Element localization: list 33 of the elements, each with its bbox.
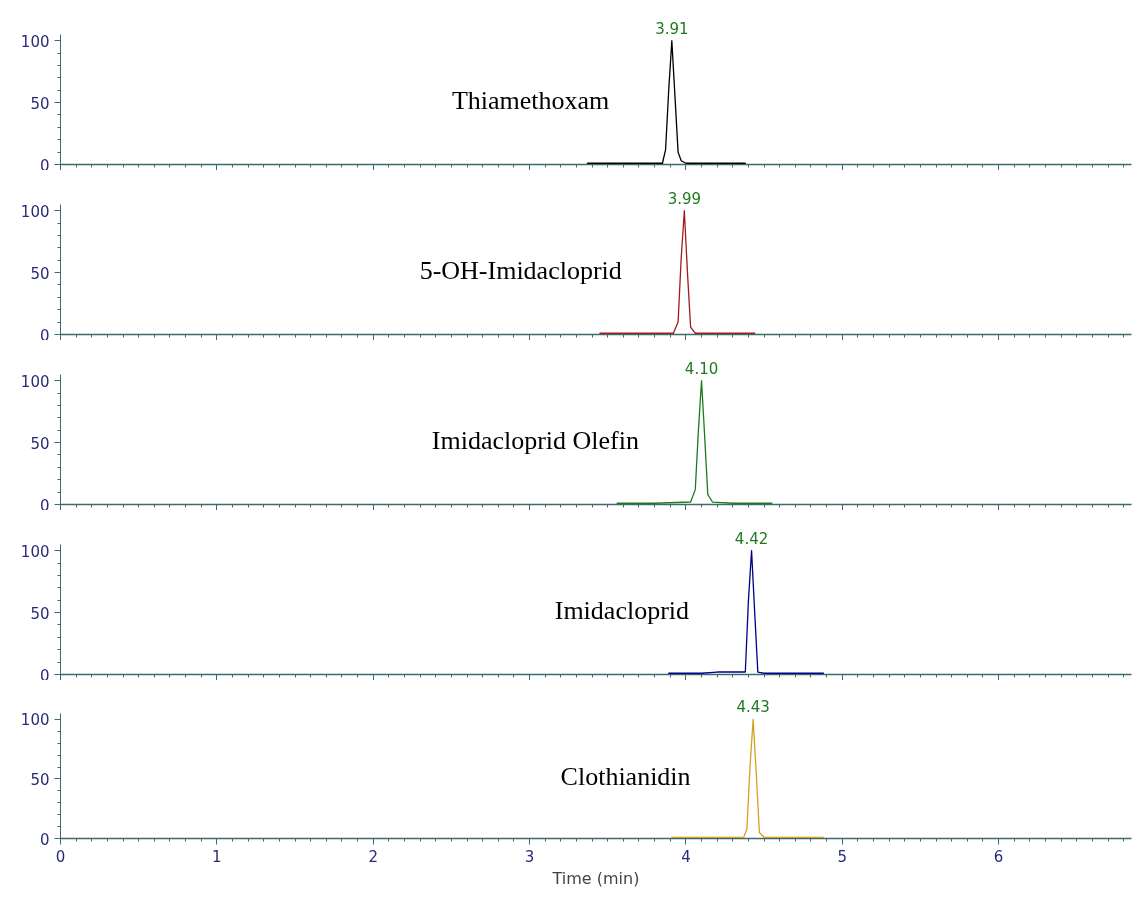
annotation: 4.10 xyxy=(684,359,719,378)
series-label: Thiamethoxam xyxy=(451,86,610,116)
series-label: Imidacloprid Olefin xyxy=(431,426,639,456)
x-axis-title: Time (min) xyxy=(551,868,640,888)
y-tick-label: 100 xyxy=(20,202,50,221)
x-tick-label: 3 xyxy=(524,847,535,866)
y-tick-label: 0 xyxy=(39,666,50,685)
x-tick-label: 0 xyxy=(55,847,66,866)
y-tick-label: 50 xyxy=(30,434,50,453)
y-tick-label: 50 xyxy=(30,770,50,789)
y-tick-label: 100 xyxy=(20,372,50,391)
annotation: 4.43 xyxy=(736,698,770,717)
y-tick-label: 0 xyxy=(39,830,50,849)
annotation: 3.91 xyxy=(655,19,689,38)
annotation: 3.99 xyxy=(667,189,702,208)
y-tick-label: 100 xyxy=(20,542,50,561)
series-label: 5-OH-Imidacloprid xyxy=(419,256,622,286)
x-tick-label: 1 xyxy=(212,847,222,866)
y-tick-label: 0 xyxy=(39,156,50,175)
series-label: Clothianidin xyxy=(560,762,691,791)
annotation: 4.42 xyxy=(734,529,769,548)
x-tick-label: 4 xyxy=(681,847,691,866)
y-tick-label: 0 xyxy=(39,326,50,345)
series-label: Imidacloprid xyxy=(554,596,690,626)
y-tick-label: 50 xyxy=(30,94,50,113)
x-tick-label: 6 xyxy=(993,847,1004,866)
x-tick-label: 2 xyxy=(368,847,378,866)
y-tick-label: 100 xyxy=(20,711,50,730)
x-tick-label: 5 xyxy=(837,847,848,866)
y-tick-label: 0 xyxy=(39,496,50,515)
y-tick-label: 100 xyxy=(20,32,50,51)
y-tick-label: 50 xyxy=(30,604,50,623)
y-tick-label: 50 xyxy=(30,264,50,283)
